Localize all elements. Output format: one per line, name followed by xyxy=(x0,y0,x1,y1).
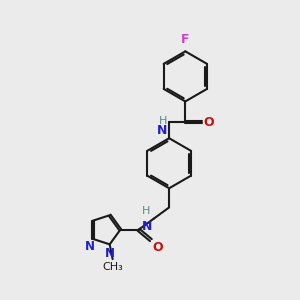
Text: N: N xyxy=(157,124,167,137)
Text: F: F xyxy=(181,33,190,46)
Text: O: O xyxy=(153,241,163,254)
Text: N: N xyxy=(105,247,115,260)
Text: O: O xyxy=(204,116,214,128)
Text: H: H xyxy=(159,116,167,126)
Text: N: N xyxy=(85,240,95,253)
Text: H: H xyxy=(142,206,150,216)
Text: N: N xyxy=(142,220,153,233)
Text: CH₃: CH₃ xyxy=(103,262,124,272)
